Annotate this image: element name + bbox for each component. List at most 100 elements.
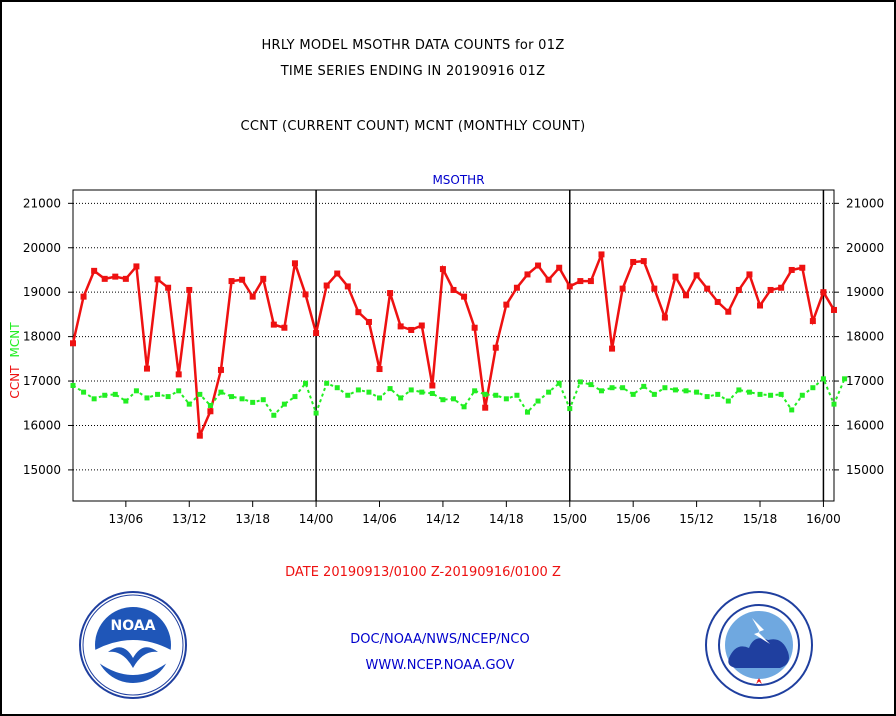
data-point-ccnt	[228, 278, 235, 285]
data-point-mcnt	[630, 391, 636, 397]
data-point-mcnt	[556, 380, 562, 386]
data-point-ccnt	[746, 271, 753, 278]
data-point-ccnt	[165, 284, 172, 291]
data-point-mcnt	[281, 401, 287, 407]
data-point-mcnt	[789, 407, 795, 413]
data-point-mcnt	[820, 376, 826, 382]
y-tick-label-left: 19000	[23, 285, 61, 299]
x-tick-label: 15/18	[743, 512, 778, 526]
data-point-mcnt	[419, 389, 425, 395]
data-point-ccnt	[313, 330, 320, 337]
data-point-ccnt	[598, 251, 605, 258]
data-point-ccnt	[112, 273, 119, 280]
data-point-mcnt	[778, 391, 784, 397]
y-tick-label-right: 17000	[846, 374, 884, 388]
data-point-ccnt	[545, 276, 552, 283]
x-tick-label: 16/00	[806, 512, 841, 526]
x-tick-label: 14/18	[489, 512, 524, 526]
date-range-label: DATE 20190913/0100 Z-20190916/0100 Z	[285, 565, 561, 580]
data-point-ccnt	[439, 266, 446, 273]
data-point-mcnt	[70, 382, 76, 388]
data-point-mcnt	[641, 383, 647, 389]
data-point-mcnt	[303, 380, 309, 386]
y-tick-label-right: 21000	[846, 196, 884, 210]
data-point-ccnt	[820, 289, 827, 296]
panel-title: MSOTHR	[432, 173, 484, 187]
data-point-ccnt	[80, 293, 87, 300]
data-point-ccnt	[566, 283, 573, 290]
data-point-mcnt	[123, 398, 129, 404]
data-point-ccnt	[640, 258, 647, 265]
chart-subtitle: CCNT (CURRENT COUNT) MCNT (MONTHLY COUNT…	[240, 119, 586, 134]
data-point-ccnt	[587, 278, 594, 285]
data-point-mcnt	[461, 404, 467, 410]
data-point-ccnt	[418, 322, 425, 329]
data-point-mcnt	[313, 410, 319, 416]
data-point-ccnt	[281, 324, 288, 331]
x-tick-label: 15/12	[679, 512, 714, 526]
y-axis-label-ccnt: CCNT	[8, 365, 22, 399]
data-point-ccnt	[334, 270, 341, 277]
data-point-ccnt	[788, 266, 795, 273]
data-point-ccnt	[831, 306, 837, 313]
data-point-ccnt	[397, 323, 404, 330]
data-point-ccnt	[122, 275, 129, 282]
y-tick-label-left: 17000	[23, 374, 61, 388]
data-point-mcnt	[429, 390, 435, 396]
x-tick-label: 14/00	[299, 512, 334, 526]
data-point-mcnt	[725, 398, 731, 404]
data-point-ccnt	[535, 262, 542, 269]
data-point-mcnt	[493, 392, 499, 398]
y-tick-label-right: 19000	[846, 285, 884, 299]
data-point-mcnt	[176, 388, 182, 394]
x-tick-label: 13/06	[109, 512, 144, 526]
data-point-mcnt	[239, 396, 245, 402]
data-point-ccnt	[630, 258, 637, 265]
data-point-mcnt	[207, 402, 213, 408]
data-point-ccnt	[651, 285, 658, 292]
data-point-mcnt	[324, 380, 330, 386]
data-point-ccnt	[714, 298, 721, 305]
data-point-mcnt	[91, 396, 97, 402]
data-point-mcnt	[186, 401, 192, 407]
y-tick-label-left: 18000	[23, 330, 61, 344]
data-point-ccnt	[270, 321, 277, 328]
data-point-mcnt	[694, 389, 700, 395]
data-point-mcnt	[366, 389, 372, 395]
data-point-mcnt	[842, 376, 848, 382]
data-point-ccnt	[133, 263, 140, 270]
x-tick-label: 14/12	[426, 512, 461, 526]
data-point-mcnt	[651, 391, 657, 397]
data-point-ccnt	[661, 314, 668, 321]
data-point-mcnt	[810, 385, 816, 391]
footer-agency-path: DOC/NOAA/NWS/NCEP/NCO	[350, 632, 530, 647]
data-point-ccnt	[186, 286, 193, 293]
data-point-ccnt	[683, 292, 690, 299]
y-tick-label-right: 18000	[846, 330, 884, 344]
data-point-ccnt	[799, 264, 806, 271]
data-point-ccnt	[239, 276, 246, 283]
data-point-mcnt	[715, 391, 721, 397]
data-point-ccnt	[217, 366, 224, 373]
y-axis-label: CCNT MCNT	[8, 322, 22, 399]
y-tick-label-left: 16000	[23, 418, 61, 432]
data-point-mcnt	[345, 392, 351, 398]
plot-area	[72, 189, 835, 502]
data-point-ccnt	[735, 286, 742, 293]
noaa-logo-text: NOAA	[111, 618, 156, 634]
data-point-ccnt	[778, 284, 785, 291]
data-point-mcnt	[218, 389, 224, 395]
x-tick-label: 15/06	[616, 512, 651, 526]
data-point-ccnt	[809, 318, 816, 325]
data-point-ccnt	[767, 286, 774, 293]
data-point-mcnt	[229, 394, 235, 400]
data-point-ccnt	[503, 301, 510, 308]
data-point-ccnt	[175, 371, 182, 378]
data-point-ccnt	[577, 278, 584, 285]
data-point-mcnt	[799, 392, 805, 398]
data-point-mcnt	[165, 394, 171, 400]
data-point-mcnt	[292, 394, 298, 400]
data-point-mcnt	[355, 387, 361, 393]
data-point-mcnt	[598, 388, 604, 394]
